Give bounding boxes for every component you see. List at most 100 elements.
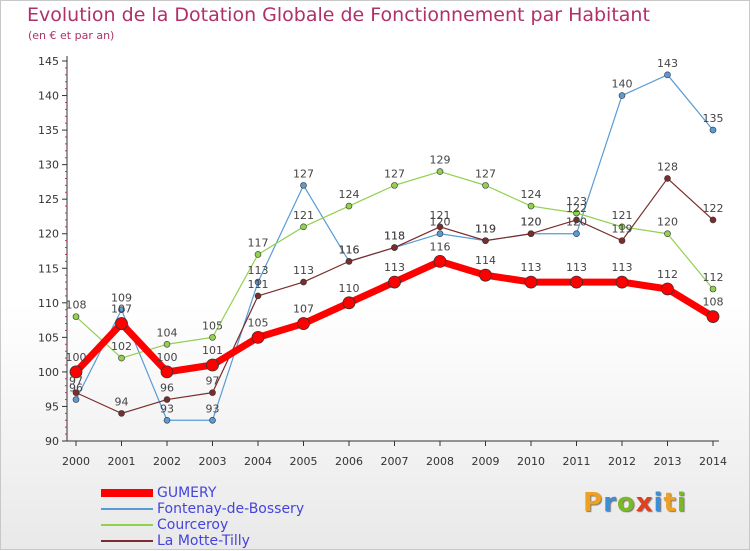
logo-letter: P	[583, 488, 604, 518]
data-point	[254, 251, 262, 258]
data-label: 116	[339, 243, 360, 256]
x-tick-label: 2011	[563, 455, 591, 468]
data-label: 127	[384, 167, 405, 180]
y-tick-label: 130	[38, 159, 59, 172]
data-label: 122	[703, 202, 724, 215]
data-point	[436, 230, 444, 238]
data-label: 105	[248, 316, 269, 329]
data-point	[118, 354, 125, 362]
data-label: 140	[612, 78, 633, 91]
data-point	[479, 268, 492, 282]
data-label: 93	[160, 402, 174, 415]
data-point	[391, 244, 398, 251]
data-point	[664, 71, 671, 79]
y-tick-label: 90	[45, 435, 59, 448]
data-point	[482, 182, 489, 189]
data-label: 120	[657, 216, 678, 229]
data-label: 116	[430, 240, 451, 253]
x-tick-label: 2007	[381, 455, 409, 468]
y-tick-label: 125	[38, 193, 59, 206]
y-tick-label: 110	[38, 297, 59, 310]
data-point	[618, 237, 626, 244]
data-point	[664, 230, 671, 238]
data-point	[115, 317, 128, 330]
data-label: 96	[69, 382, 83, 395]
data-point	[251, 330, 265, 344]
axes: 90 95 100 105 110 115 120 125 130 135 140 145 2000 20…	[38, 55, 727, 468]
data-label: 113	[566, 261, 587, 274]
x-tick-label: 2006	[335, 455, 363, 468]
data-point	[300, 182, 307, 189]
x-tick-label: 2014	[699, 455, 727, 468]
legend-swatch	[101, 540, 153, 542]
data-point	[209, 334, 216, 341]
data-label: 109	[111, 292, 132, 305]
series-layer	[69, 71, 720, 424]
data-point	[163, 340, 171, 348]
data-label: 143	[657, 57, 678, 70]
data-label: 94	[115, 395, 129, 408]
data-label: 108	[66, 299, 87, 312]
data-point	[436, 168, 444, 175]
data-label: 119	[475, 223, 496, 236]
data-point	[163, 416, 171, 424]
data-point	[615, 275, 629, 289]
y-tick-label: 95	[45, 400, 59, 413]
proxiti-logo: Proxiti	[583, 488, 687, 518]
data-label: 112	[657, 268, 678, 281]
data-point	[206, 358, 219, 372]
legend-swatch	[101, 489, 153, 497]
x-tick-label: 2001	[108, 455, 136, 468]
data-point	[300, 278, 307, 286]
chart-subtitle: (en € et par an)	[28, 29, 115, 42]
data-label: 120	[430, 216, 451, 229]
data-label: 128	[657, 160, 678, 173]
data-label: 97	[69, 375, 83, 388]
data-point	[209, 389, 216, 396]
data-label: 100	[157, 351, 178, 364]
data-label: 110	[339, 282, 360, 295]
data-point	[163, 396, 171, 403]
data-point	[706, 310, 720, 324]
data-point	[297, 317, 310, 330]
data-label: 116	[339, 243, 360, 256]
data-label: 104	[157, 326, 178, 339]
data-label: 121	[612, 209, 633, 222]
data-label: 105	[202, 319, 223, 332]
x-tick-label: 2010	[517, 455, 545, 468]
data-label: 102	[111, 340, 132, 353]
data-label: 122	[566, 202, 587, 215]
x-tick-label: 2009	[472, 455, 500, 468]
legend-label: Courceroy	[157, 517, 229, 533]
y-tick-label: 145	[38, 55, 59, 68]
y-tick-label: 140	[38, 90, 59, 103]
data-point	[254, 292, 262, 300]
data-point	[664, 175, 671, 182]
logo-letter: r	[603, 488, 617, 518]
x-tick-label: 2008	[426, 455, 454, 468]
data-point	[436, 223, 444, 231]
x-tick-label: 2004	[244, 455, 272, 468]
x-tick-label: 2000	[62, 455, 90, 468]
data-point	[709, 216, 717, 224]
data-label: 129	[430, 154, 451, 167]
y-tick-label: 135	[38, 124, 59, 137]
data-point	[345, 202, 353, 210]
data-label: 113	[384, 261, 405, 274]
legend-item: GUMERY	[101, 485, 401, 501]
data-label: 123	[566, 195, 587, 208]
x-tick-label: 2002	[153, 455, 181, 468]
data-label: 120	[566, 216, 587, 229]
legend-label: Fontenay-de-Bossery	[157, 501, 305, 517]
data-label: 120	[521, 216, 542, 229]
data-label: 108	[703, 296, 724, 309]
data-point	[160, 365, 174, 379]
data-label: 100	[66, 351, 87, 364]
x-tick-label: 2013	[654, 455, 682, 468]
series-la-motte-tilly	[72, 175, 717, 417]
data-label: 119	[612, 223, 633, 236]
data-label: 120	[521, 216, 542, 229]
legend: GUMERY Fontenay-de-Bossery Courceroy La Mot…	[101, 485, 401, 549]
